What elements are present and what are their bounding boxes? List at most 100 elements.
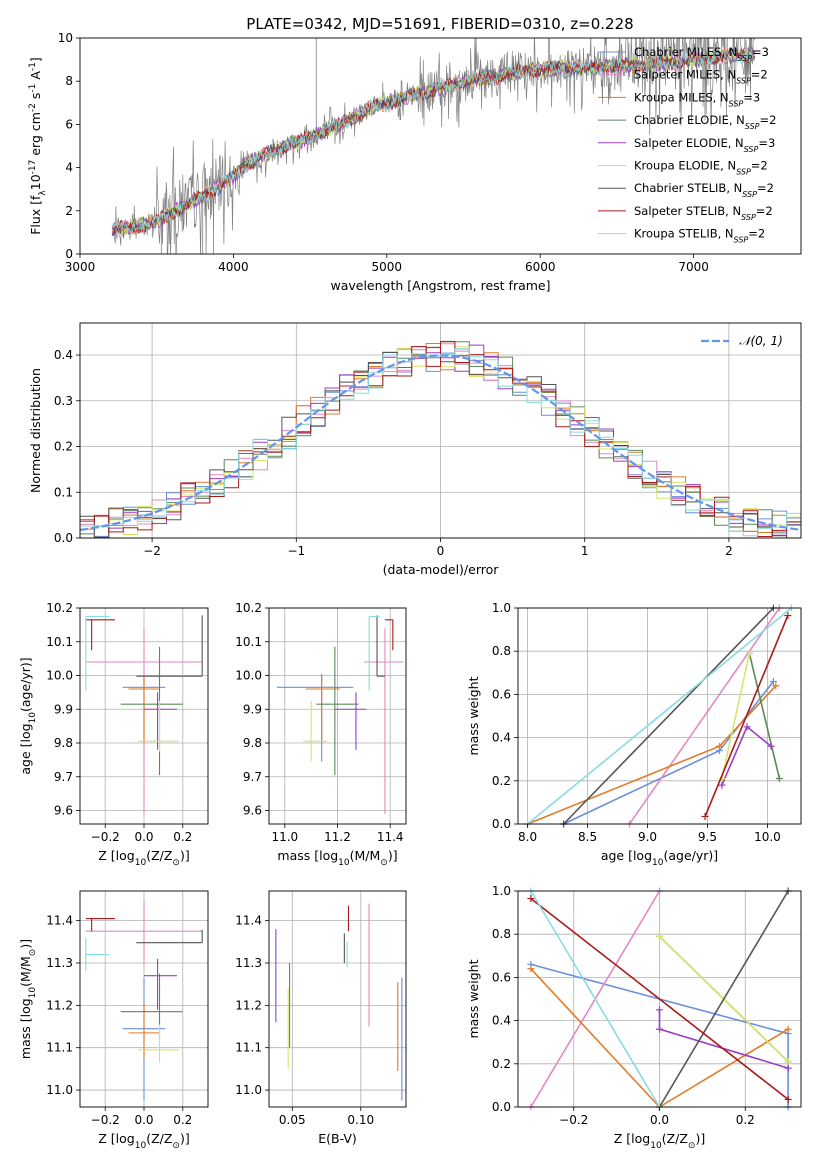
mass-vs-Z-ytick-label: 11.4 [46, 914, 73, 928]
residuals-ytick-label: 0.0 [54, 531, 73, 545]
residuals-chart: −2 −1 0 1 2 0.0 0.1 0.2 0.3 0.4 (data-model)/error… [28, 322, 802, 577]
residuals-ytick-label: 0.3 [54, 394, 73, 408]
weight-vs-age-ytick-label: 1.0 [492, 601, 511, 615]
spectrum-lines [111, 38, 756, 254]
mass-vs-metallicity-chart: −0.2 0.0 0.2 11.0 11.1 11.2 11.3 11.4 Z [log10(Z… [18, 890, 209, 1151]
weight-line-kroupa-stelib [527, 607, 792, 825]
weight-vs-Z-ytick-label: 0.6 [492, 970, 511, 984]
residuals-xtick-label: 1 [581, 544, 589, 558]
age-vs-Z-xlabel: Z [log10(Z/Z⊙)] [98, 848, 189, 868]
age-vs-metallicity-chart: −0.2 0.0 0.2 9.6 9.7 9.8 9.9 10.0 10.1 10.2 Z [log… [18, 601, 209, 868]
histogram-kroupa-stelib [80, 348, 801, 538]
spectrum-xtick-label: 7000 [678, 260, 709, 274]
age-vs-Z-ytick-label: 9.8 [54, 736, 73, 750]
mass-vs-ebv-ytick-label: 11.1 [235, 1041, 262, 1055]
weight-vs-age-xtick-label: 9.5 [698, 830, 717, 844]
legend-label-normal: 𝒩(0, 1) [739, 334, 783, 348]
weight-line-chabrier-elodie [748, 653, 781, 779]
legend-label-salpeter-miles: Salpeter MILES, NSSP=2 [634, 68, 768, 86]
weight-marker-kroupa-miles [715, 742, 723, 750]
age-vs-mass-ytick-label: 10.1 [235, 635, 262, 649]
weight-vs-age-ylabel: mass weight [466, 676, 481, 755]
spectrum-xtick-label: 3000 [65, 260, 96, 274]
age-vs-Z-xtick-label: 0.0 [134, 830, 153, 844]
mass-vs-Z-ylabel: mass [log10(M/M⊙)] [18, 939, 38, 1059]
weight-vs-Z-ytick-label: 0.2 [492, 1057, 511, 1071]
weight-marker-chabrier-miles [769, 677, 777, 685]
age-vs-mass-ytick-label: 9.8 [243, 736, 262, 750]
age-vs-Z-ytick-label: 10.1 [46, 635, 73, 649]
weight-line-chabrier-miles [563, 680, 775, 825]
weight-vs-age-ytick-label: 0.8 [492, 644, 511, 658]
weight-line-chabrier-stelib [563, 607, 774, 825]
residuals-ytick-label: 0.2 [54, 440, 73, 454]
weight-vs-age-xtick-label: 10.0 [754, 830, 781, 844]
age-vs-Z-ytick-label: 9.7 [54, 770, 73, 784]
weight-marker-salpeter-stelib [527, 895, 535, 903]
mass-vs-Z-xtick-label: 0.2 [173, 1113, 192, 1127]
mass-vs-ebv-xtick-label: 0.10 [347, 1113, 374, 1127]
spectrum-ytick-label: 4 [65, 161, 73, 175]
legend-label-chabrier-stelib: Chabrier STELIB, NSSP=2 [634, 181, 774, 199]
weight-marker-kroupa-elodie [784, 1058, 792, 1066]
weight-vs-age-chart: 8.0 8.5 9.0 9.5 10.0 0.0 0.2 0.4 0.6 0.8 1.0 age [l… [466, 601, 802, 868]
age-vs-Z-xtick-label: −0.2 [91, 830, 120, 844]
weight-vs-Z-ylabel: mass weight [466, 959, 481, 1038]
weight-vs-age-xlabel: age [log10(age/yr)] [601, 848, 718, 868]
weight-vs-age-xtick-label: 8.0 [518, 830, 537, 844]
weight-marker-salpeter-elodie [656, 1025, 663, 1033]
spectrum-ylabel: Flux [fλ10-17 erg cm-2 s-1 A-1] [28, 57, 48, 235]
spectrum-xtick-label: 5000 [372, 260, 403, 274]
age-vs-mass-xlabel: mass [log10(M/M⊙)] [277, 848, 397, 868]
residuals-ylabel: Normed distribution [28, 368, 43, 493]
weight-vs-Z-ytick-label: 0.4 [492, 1014, 511, 1028]
residuals-xtick-label: 0 [437, 544, 445, 558]
residuals-xtick-label: −2 [143, 544, 161, 558]
weight-vs-age-ytick-label: 0.6 [492, 687, 511, 701]
age-vs-mass-xtick-label: 11.0 [271, 830, 298, 844]
weight-line-kroupa-stelib [530, 890, 661, 1108]
spectrum-ytick-label: 8 [65, 74, 73, 88]
mass-vs-Z-xtick-label: 0.0 [134, 1113, 153, 1127]
weight-marker-salpeter-elodie [718, 781, 726, 789]
age-vs-mass-ytick-label: 9.6 [243, 804, 262, 818]
spectrum-frame [79, 37, 802, 255]
mass-vs-ebv-ytick-label: 11.0 [235, 1083, 262, 1097]
weight-vs-metallicity-chart: −0.2 0.0 0.2 0.0 0.2 0.4 0.6 0.8 1.0 Z [log10(Z/Z… [466, 884, 802, 1151]
age-vs-mass-ytick-label: 10.0 [235, 669, 262, 683]
legend-label-salpeter-stelib: Salpeter STELIB, NSSP=2 [634, 204, 773, 222]
weight-vs-Z-xtick-label: 0.0 [650, 1113, 669, 1127]
age-vs-Z-ylabel: age [log10(age/yr)] [18, 657, 38, 774]
mass-vs-ebv-xtick-label: 0.05 [279, 1113, 306, 1127]
weight-marker-salpeter-elodie [743, 723, 751, 731]
weight-vs-Z-ytick-label: 1.0 [492, 884, 511, 898]
weight-vs-age-ytick-label: 0.4 [492, 731, 511, 745]
weight-marker-kroupa-elodie [745, 649, 753, 657]
weight-vs-Z-ytick-label: 0.8 [492, 927, 511, 941]
weight-marker-salpeter-stelib [701, 812, 709, 820]
weight-vs-age-frame [517, 607, 802, 825]
weight-vs-Z-xtick-label: 0.2 [736, 1113, 755, 1127]
weight-marker-salpeter-elodie [784, 1064, 792, 1072]
legend-label-kroupa-elodie: Kroupa ELODIE, NSSP=2 [634, 159, 768, 177]
age-vs-Z-ytick-label: 10.2 [46, 601, 73, 615]
legend-label-kroupa-miles: Kroupa MILES, NSSP=3 [634, 90, 760, 108]
mass-vs-Z-xlabel: Z [log10(Z/Z⊙)] [98, 1131, 189, 1151]
weight-marker-salpeter-elodie [656, 1006, 663, 1014]
model-spectrum-kroupa-stelib [111, 48, 755, 235]
weight-vs-age-ytick-label: 0.0 [492, 817, 511, 831]
spectrum-xtick-label: 6000 [525, 260, 556, 274]
weight-vs-Z-xtick-label: −0.2 [559, 1113, 588, 1127]
legend-label-chabrier-elodie: Chabrier ELODIE, NSSP=2 [634, 113, 776, 131]
legend-label-salpeter-elodie: Salpeter ELODIE, NSSP=3 [634, 136, 775, 154]
weight-marker-salpeter-stelib [784, 612, 792, 620]
age-vs-mass-ytick-label: 9.7 [243, 770, 262, 784]
age-vs-mass-chart: 11.0 11.2 11.4 9.6 9.7 9.8 9.9 10.0 10.1 10.2 mass… [235, 601, 407, 868]
residuals-xtick-label: −1 [287, 544, 305, 558]
spectrum-chart: 3000 4000 5000 6000 7000 0 2 4 6 8 10 wavelength [A… [28, 31, 802, 293]
weight-marker-kroupa-miles [772, 682, 780, 690]
weight-line-salpeter-stelib [704, 615, 789, 817]
residuals-xlabel: (data-model)/error [383, 562, 500, 577]
weight-marker-salpeter-stelib [784, 1095, 792, 1103]
age-vs-Z-ytick-label: 9.9 [54, 702, 73, 716]
